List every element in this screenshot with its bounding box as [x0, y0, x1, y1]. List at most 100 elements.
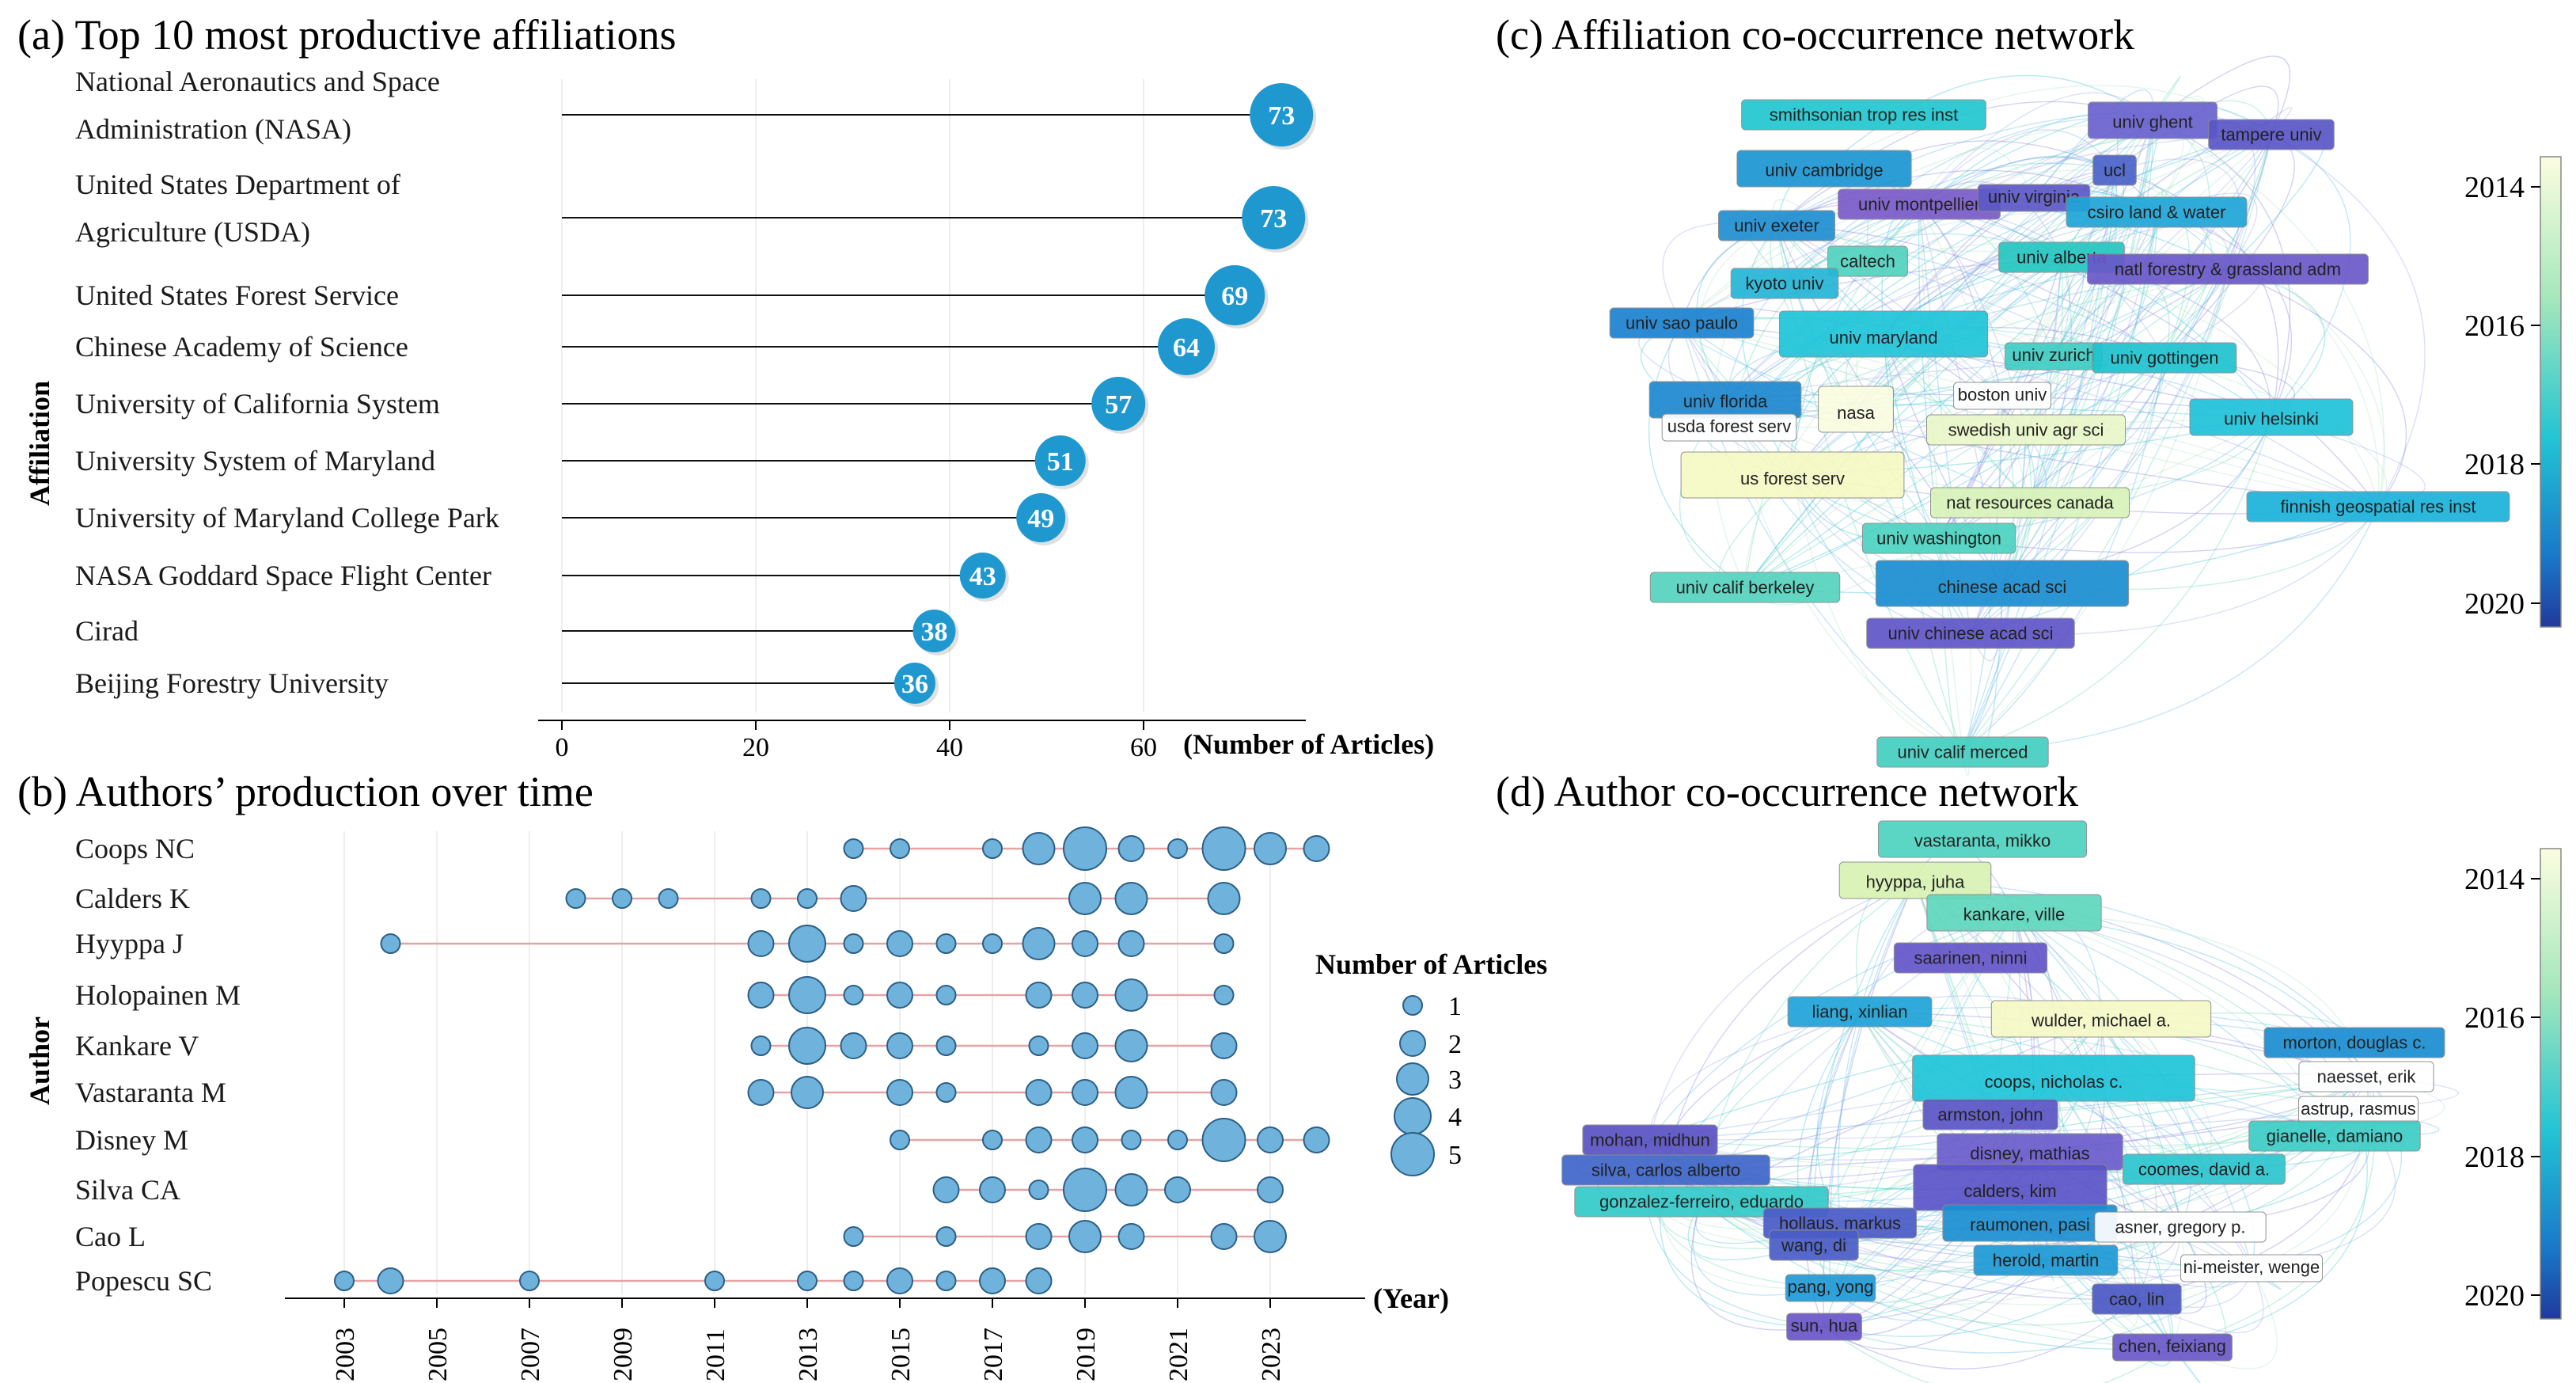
panel-a-dot — [1158, 318, 1215, 375]
panel-c-edge — [1744, 169, 2115, 588]
panel-c-edge — [2025, 134, 2272, 431]
panel-d-node: kankare, ville — [1926, 894, 2102, 932]
panel-c-node-label: ucl — [2104, 161, 2126, 180]
panel-c-node-label: smithsonian trop res inst — [1770, 105, 1958, 125]
panel-d-edge — [1823, 1326, 2173, 1383]
panel-c-node-label: nasa — [1837, 403, 1875, 423]
panel-b-point — [750, 888, 772, 909]
panel-d-edge — [2136, 1267, 2264, 1333]
panel-c-edge — [1823, 74, 2153, 169]
panel-b-point — [1022, 832, 1056, 865]
panel-c-node-box — [1609, 307, 1755, 339]
panel-c-edge — [1883, 169, 2115, 335]
panel-c-node-box — [1778, 310, 1989, 358]
panel-a-tick-label: 60 — [1130, 733, 1157, 762]
panel-d-edge — [1665, 880, 1916, 1171]
panel-c-node-box — [1827, 245, 1908, 277]
panel-c-node-label: univ florida — [1683, 391, 1768, 411]
panel-b-tick-label: 2005 — [423, 1328, 453, 1381]
panel-b-point — [1025, 1127, 1053, 1153]
panel-d-node-label: asner, gregory p. — [2115, 1218, 2245, 1237]
panel-c-node-label: univ sao paulo — [1626, 313, 1738, 333]
panel-c-node-label: finnish geospatial res inst — [2280, 497, 2475, 517]
panel-c-edge — [1962, 416, 2272, 753]
panel-c-node: univ florida — [1648, 381, 1802, 419]
panel-c-node-box — [1866, 617, 2075, 649]
panel-b-author-label: Cao L — [75, 1221, 146, 1252]
panel-d-node: raumonen, pasi — [1942, 1204, 2118, 1242]
panel-b-point — [1164, 1176, 1191, 1203]
panel-c-edge — [1918, 203, 2272, 418]
panel-c-node: univ chinese acad sci — [1866, 617, 2075, 649]
panel-b-point — [1072, 982, 1098, 1009]
panel-a-dot — [1016, 493, 1066, 542]
panel-d-edge — [2172, 1109, 2368, 1348]
panel-b-point — [791, 1076, 824, 1109]
panel-d-node-label: vastaranta, mikko — [1914, 830, 2051, 850]
panel-d-node-label: kankare, ville — [1963, 904, 2065, 924]
panel-c-node-box — [1930, 487, 2130, 519]
panel-c-node: univ calif berkeley — [1649, 572, 1841, 603]
panel-b-point — [1201, 826, 1246, 871]
panel-c-edge — [2164, 357, 2388, 507]
panel-d-node-label: saarinen, ninni — [1914, 948, 2027, 968]
panel-b-point — [1025, 1079, 1053, 1106]
panel-d-edge — [1701, 1201, 2173, 1350]
panel-a-value-label: 57 — [1105, 390, 1132, 420]
panel-c-node: us forest serv — [1680, 451, 1905, 499]
panel-b-point — [750, 1035, 772, 1056]
panel-b-point — [797, 1271, 818, 1291]
panel-a-affiliation-label: University of California System — [75, 388, 440, 420]
panel-b-legend-bubble — [1402, 995, 1423, 1016]
panel-a-affiliation-label: Cirad — [75, 615, 138, 647]
panel-c-node-box — [1680, 451, 1905, 499]
panel-c-edge — [2061, 256, 2379, 507]
panel-c-node: univ ghent — [2088, 101, 2217, 139]
panel-c-edge — [1883, 333, 2003, 584]
panel-b-author-label: Coops NC — [75, 833, 195, 864]
panel-d-edge — [2136, 1298, 2201, 1383]
panel-c-node-label: univ cambridge — [1765, 160, 1883, 180]
panel-d-node-label: sun, hua — [1791, 1316, 1858, 1336]
panel-d-node-box — [1787, 996, 1933, 1028]
panel-c-edge — [1776, 225, 1963, 753]
panel-d-node-label: raumonen, pasi — [1970, 1214, 2090, 1234]
panel-a-affiliation-label: Beijing Forestry University — [75, 667, 389, 699]
panel-b-title: (b) Authors’ production over time — [17, 768, 594, 815]
panel-a-tick-label: 40 — [936, 733, 963, 762]
panel-d-node-box — [1973, 1244, 2119, 1276]
panel-c-node-box — [1926, 414, 2126, 446]
panel-b-author-label: Calders K — [75, 883, 190, 914]
panel-c-edge — [1938, 506, 2379, 553]
panel-a-dot — [894, 663, 935, 704]
panel-b-point — [886, 1267, 913, 1294]
panel-c-edge — [1681, 322, 2272, 418]
panel-c-edge — [2227, 268, 2407, 507]
panel-b-point — [1167, 1130, 1188, 1150]
panel-c-node-box — [1661, 413, 1797, 442]
panel-c-node: caltech — [1827, 245, 1908, 277]
panel-d-node-label: coops, nicholas c. — [1985, 1072, 2123, 1092]
panel-c-edge — [2152, 120, 2384, 507]
panel-a-value-label: 64 — [1173, 333, 1200, 363]
panel-b-point — [1207, 882, 1241, 915]
panel-b-point — [982, 838, 1003, 859]
panel-b-point — [1068, 1220, 1102, 1253]
panel-c-node-label: caltech — [1840, 252, 1895, 272]
panel-c-node: univ exeter — [1717, 210, 1836, 241]
panel-d-node-box — [1769, 1229, 1859, 1261]
panel-a-value-label: 51 — [1047, 447, 1074, 477]
panel-c-edge — [2029, 357, 2165, 503]
panel-b-legend-bubble — [1394, 1097, 1432, 1135]
panel-c-edge — [1728, 120, 2153, 428]
panel-b-point — [1063, 1168, 1107, 1212]
panel-d-edge — [1823, 1298, 2138, 1370]
panel-c-edge — [2025, 211, 2157, 431]
panel-b-point — [788, 1027, 826, 1065]
panel-b-point — [747, 930, 775, 957]
panel-c-node-label: univ virginia — [1988, 187, 2081, 207]
panel-d-node: ni-meister, wenge — [2180, 1254, 2323, 1282]
panel-b-point — [1072, 930, 1098, 957]
panel-c-node-label: boston univ — [1958, 385, 2047, 405]
panel-c-node-label: univ zurich — [2012, 345, 2095, 365]
